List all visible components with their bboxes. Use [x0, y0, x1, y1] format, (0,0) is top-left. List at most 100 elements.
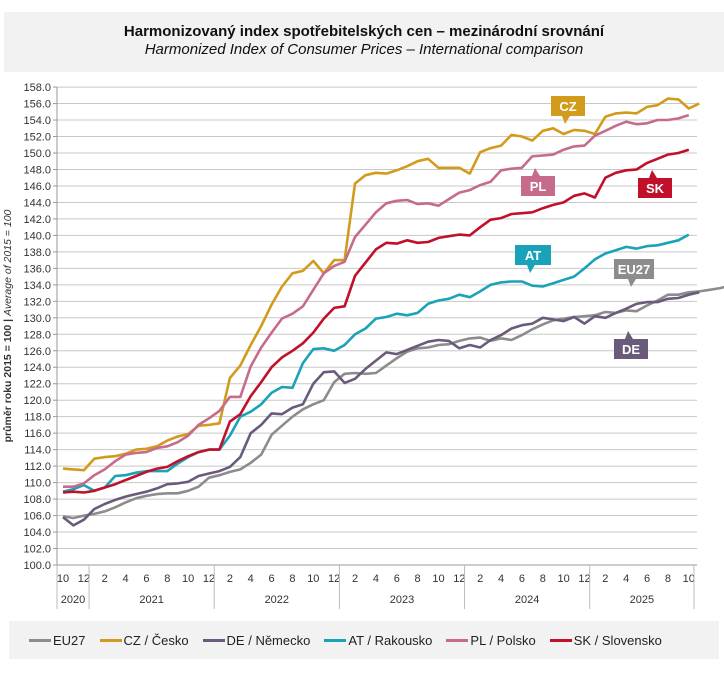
callout-pointer	[649, 170, 657, 178]
x-tick-label: 10	[432, 573, 444, 585]
chart-title-box: Harmonizovaný index spotřebitelských cen…	[4, 12, 724, 72]
x-year-label: 2022	[265, 594, 289, 606]
x-tick-label: 6	[644, 573, 650, 585]
y-axis-label-en: Average of 2015 = 100	[2, 209, 14, 317]
callout-label: CZ	[559, 99, 576, 114]
y-tick-label: 156.0	[23, 99, 51, 111]
legend-label: EU27	[53, 632, 86, 648]
y-axis-label-cz: průměr roku 2015 = 100 |	[2, 316, 14, 442]
x-tick-label: 2	[227, 573, 233, 585]
callout-pointer	[562, 116, 570, 124]
chart-subtitle: Harmonized Index of Consumer Prices – In…	[144, 41, 584, 58]
legend-swatch	[446, 638, 469, 642]
line-chart: 100.0 102.0 104.0 106.0 108.0 110.0 112.0 114.0…	[2, 82, 724, 609]
series-line-pl	[63, 113, 690, 489]
x-tick-label: 8	[665, 573, 671, 585]
y-tick-label: 158.0	[23, 82, 51, 94]
x-tick-label: 12	[328, 573, 340, 585]
y-tick-label: 100.0	[23, 560, 51, 572]
legend-item: PL / Polsko	[446, 632, 536, 648]
y-tick-label: 152.0	[23, 132, 51, 144]
y-tick-label: 130.0	[23, 313, 51, 325]
y-tick-label: 114.0	[24, 445, 51, 457]
legend-swatch	[549, 638, 572, 642]
y-tick-label: 138.0	[23, 247, 51, 259]
callout-pointer	[628, 279, 636, 287]
legend-label: SK / Slovensko	[573, 632, 662, 648]
y-tick-label: 132.0	[23, 296, 51, 308]
y-tick-label: 150.0	[23, 148, 51, 160]
y-axis-ticks: 100.0 102.0 104.0 106.0 108.0 110.0 112.0 114.0…	[23, 82, 58, 572]
x-axis: 10 12 2 4 6 8 10 12 2 4 6 8 10 12 2 4 6 8 10 12 2 4 6 8 10 12 2 4 6 8…	[56, 565, 695, 609]
series-line-de	[62, 291, 700, 527]
callout-box	[551, 96, 585, 116]
y-tick-label: 110.0	[24, 478, 51, 490]
x-tick-label: 4	[373, 573, 379, 585]
series-line-eu27	[62, 285, 724, 520]
callout-label: SK	[646, 181, 665, 196]
x-tick-label: 8	[540, 573, 546, 585]
x-tick-label: 2	[477, 573, 483, 585]
callout-label: EU27	[618, 262, 651, 277]
chart-title: Harmonizovaný index spotřebitelských cen…	[123, 23, 605, 40]
legend-item: AT / Rakousko	[324, 633, 432, 648]
y-tick-label: 112.0	[24, 461, 51, 473]
callout-box	[515, 245, 551, 265]
x-tick-label: 6	[269, 573, 275, 585]
x-year-label: 2021	[139, 594, 163, 606]
legend-item: EU27	[29, 633, 86, 648]
y-tick-label: 124.0	[23, 362, 51, 374]
x-tick-label: 2	[102, 573, 108, 585]
legend-label: PL / Polsko	[470, 632, 536, 648]
x-tick-label: 10	[558, 573, 570, 585]
y-tick-label: 140.0	[23, 230, 51, 242]
callout-pl: PL	[521, 168, 555, 196]
y-tick-label: 106.0	[23, 511, 51, 523]
legend: EU27 CZ / Česko DE / Německo AT / Rakousko P…	[9, 621, 719, 659]
legend-swatch	[29, 638, 51, 642]
x-tick-label: 4	[248, 573, 254, 585]
y-tick-label: 104.0	[23, 527, 51, 539]
callout-cz: CZ	[551, 96, 585, 124]
y-tick-label: 144.0	[23, 197, 51, 209]
y-tick-label: 154.0	[23, 115, 51, 127]
callout-box	[638, 178, 672, 198]
legend-item: CZ / Česko	[99, 632, 189, 648]
x-year-label: 2023	[390, 594, 414, 606]
series-lines	[62, 97, 724, 527]
callout-label: PL	[530, 179, 547, 194]
legend-label: AT / Rakousko	[348, 632, 433, 648]
gridlines	[57, 86, 697, 566]
callout-sk: SK	[638, 170, 672, 198]
x-tick-label: 10	[307, 573, 319, 585]
callout-label: DE	[622, 342, 640, 357]
callout-eu27: EU27	[614, 259, 654, 287]
x-tick-label: 10	[683, 573, 695, 585]
legend-label: CZ / Česko	[123, 632, 189, 648]
series-callouts: CZ PL SK AT EU27 DE	[515, 96, 672, 359]
x-tick-label: 12	[578, 573, 590, 585]
x-tick-label: 12	[203, 573, 215, 585]
x-tick-label: 6	[394, 573, 400, 585]
x-tick-label: 12	[78, 573, 90, 585]
y-tick-label: 120.0	[23, 395, 51, 407]
callout-box	[521, 176, 555, 196]
y-tick-label: 142.0	[23, 214, 51, 226]
y-tick-label: 128.0	[23, 329, 51, 341]
x-tick-label: 2	[602, 573, 608, 585]
callout-pointer	[527, 265, 535, 273]
callout-de: DE	[614, 331, 648, 359]
series-line-at	[62, 233, 690, 493]
y-tick-label: 122.0	[23, 379, 51, 391]
y-tick-label: 126.0	[23, 346, 51, 358]
x-tick-label: 8	[289, 573, 295, 585]
x-tick-label: 8	[415, 573, 421, 585]
y-tick-label: 148.0	[23, 164, 51, 176]
legend-swatch	[99, 638, 122, 642]
legend-label: DE / Německo	[226, 632, 311, 648]
y-axis-label: průměr roku 2015 = 100 | Average of 2015…	[2, 209, 14, 442]
legend-item: DE / Německo	[202, 632, 311, 648]
x-tick-label: 10	[182, 573, 194, 585]
series-line-sk	[62, 148, 690, 494]
y-tick-label: 136.0	[23, 263, 51, 275]
